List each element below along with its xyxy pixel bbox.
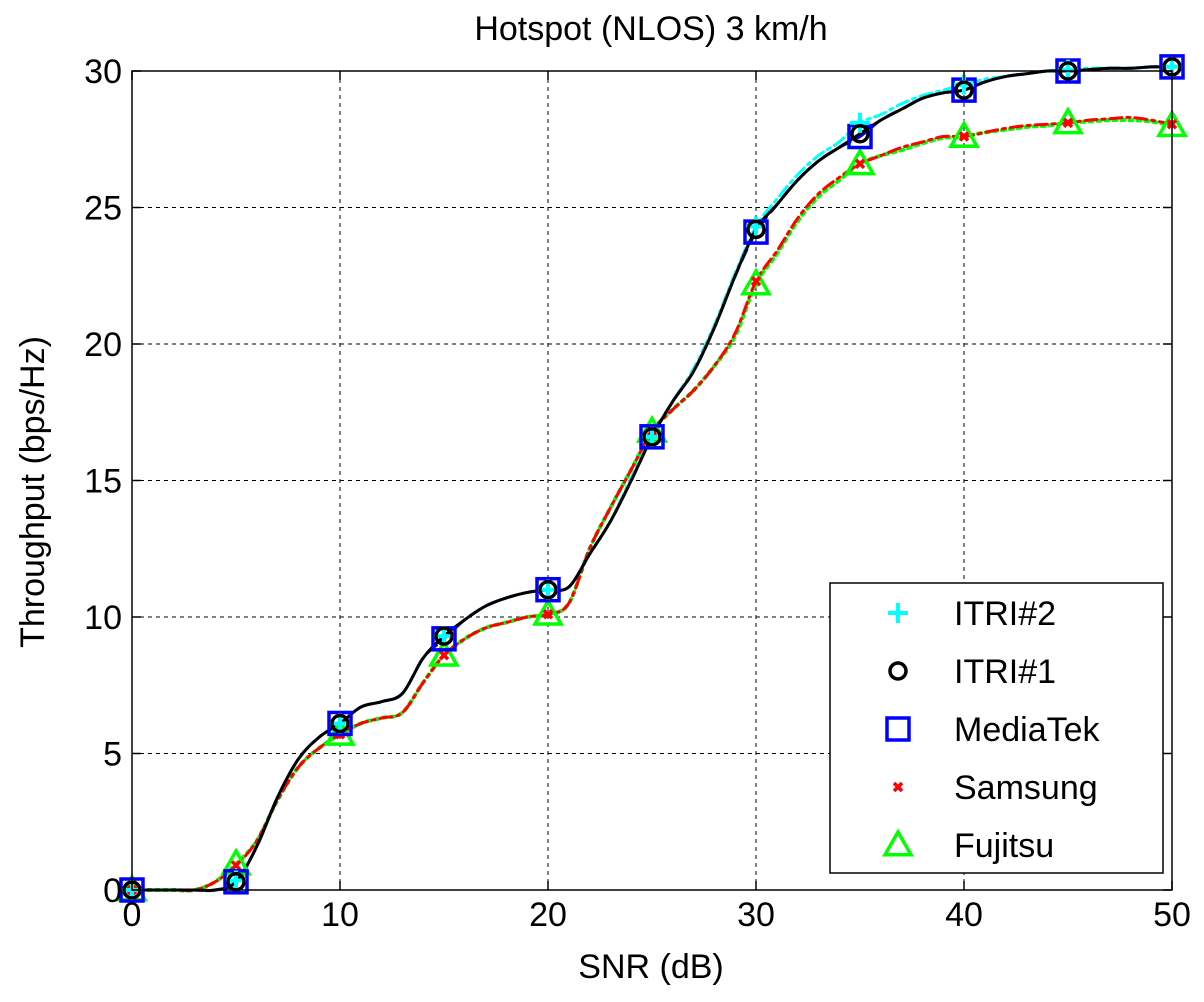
data-point [947, 119, 981, 149]
legend-marker [888, 661, 908, 681]
legend-label: Fujitsu [954, 827, 1054, 865]
data-point [538, 579, 558, 600]
data-point [535, 576, 561, 603]
x-marker-b [1062, 117, 1074, 129]
y-tick-label: 5 [103, 736, 122, 774]
data-point [639, 424, 665, 450]
x-marker-b [542, 609, 554, 620]
y-tick-label: 0 [103, 872, 122, 910]
y-tick-label: 25 [84, 190, 122, 228]
x-marker-b [892, 781, 904, 793]
data-point [739, 267, 773, 296]
x-tick-label: 10 [321, 896, 359, 934]
x-marker-b [854, 158, 866, 170]
x-tick-label: 20 [529, 896, 567, 934]
y-axis-label: Throughput (bps/Hz) [14, 336, 52, 648]
x-marker-b [750, 275, 762, 287]
x-tick-label: 30 [737, 896, 775, 934]
legend-marker [888, 603, 908, 623]
legend-label: ITRI#2 [954, 595, 1056, 633]
chart-title: Hotspot (NLOS) 3 km/h [474, 10, 827, 48]
data-point [958, 131, 970, 142]
data-point [843, 147, 877, 176]
legend: ITRI#2 ITRI#1 MediaTek Samsung Fujitsu [829, 582, 1164, 874]
x-tick-label: 40 [945, 896, 983, 934]
axis-ticks: 0 10 20 30 40 50 0 5 10 15 20 25 30 [84, 53, 1191, 934]
data-point [954, 80, 974, 100]
legend-label: Samsung [954, 769, 1098, 807]
grid [132, 70, 1172, 890]
x-marker-b [958, 131, 970, 142]
legend-marker [892, 781, 904, 793]
legend-label: ITRI#1 [954, 653, 1056, 691]
x-tick-label: 0 [123, 896, 142, 934]
data-point [1062, 117, 1074, 129]
legend-marker [881, 828, 915, 857]
data-point [850, 112, 870, 133]
data-point [438, 649, 450, 661]
x-marker-b [230, 860, 242, 871]
legend-label: MediaTek [954, 711, 1101, 749]
data-point [1051, 106, 1085, 135]
data-point [854, 158, 866, 170]
y-tick-label: 20 [84, 326, 122, 364]
x-marker-b [438, 649, 450, 661]
data-point [542, 609, 554, 620]
x-axis-label: SNR (dB) [578, 948, 723, 986]
x-tick-label: 50 [1153, 896, 1191, 934]
y-tick-label: 15 [84, 463, 122, 501]
data-point [330, 713, 350, 734]
data-point [746, 219, 766, 240]
y-tick-label: 10 [84, 599, 122, 637]
y-tick-label: 30 [84, 53, 122, 91]
data-point [230, 860, 242, 871]
legend-marker [885, 716, 911, 742]
data-point [434, 626, 454, 646]
data-point [850, 124, 870, 144]
data-point [327, 710, 353, 737]
data-point [427, 638, 461, 667]
data-point [531, 597, 565, 626]
data-point [642, 427, 662, 447]
data-point [750, 275, 762, 287]
